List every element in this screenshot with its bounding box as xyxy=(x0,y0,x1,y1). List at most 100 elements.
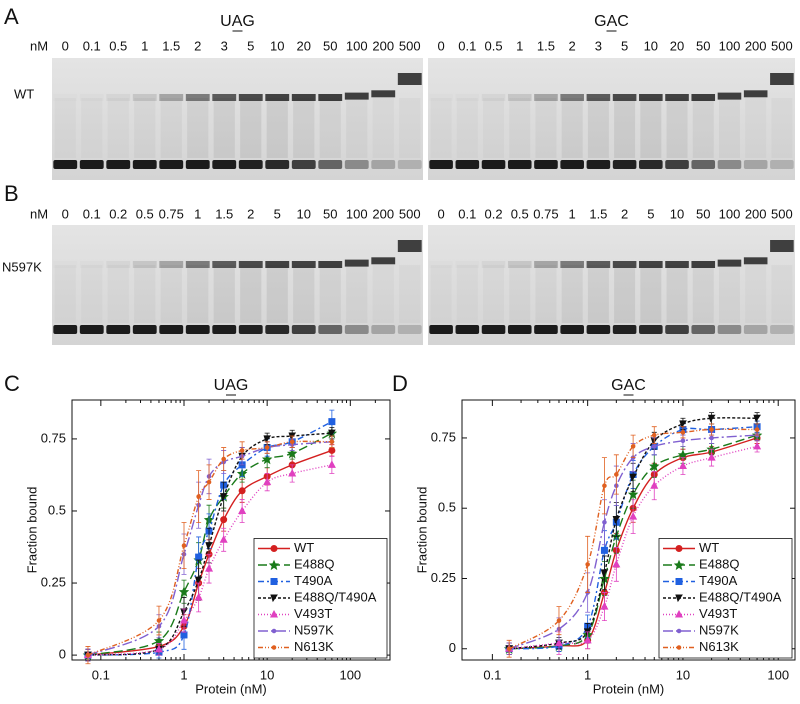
smear xyxy=(346,265,368,323)
complex-band xyxy=(665,94,689,101)
marker xyxy=(239,448,245,453)
lane-label: 0.5 xyxy=(136,206,154,221)
marker xyxy=(194,576,203,585)
free-band xyxy=(455,325,480,334)
complex-band xyxy=(265,94,290,101)
lane-label: 1 xyxy=(194,206,201,221)
lane-label: 0.1 xyxy=(83,38,101,53)
free-band xyxy=(717,160,742,169)
legend-label: N613K xyxy=(699,639,739,654)
legend-marker xyxy=(675,545,683,552)
free-band xyxy=(429,160,453,169)
marker xyxy=(602,519,607,525)
legend-marker xyxy=(675,594,683,603)
marker xyxy=(178,586,190,597)
smear xyxy=(640,98,662,158)
legend-marker xyxy=(271,628,277,634)
legend-marker xyxy=(270,545,278,552)
smear xyxy=(509,265,531,323)
lane-label: 20 xyxy=(297,38,311,53)
panel-label: A xyxy=(4,4,19,29)
legend-marker xyxy=(268,559,280,571)
unit-label: nM xyxy=(30,206,48,221)
complex-band xyxy=(507,261,532,268)
complex-band xyxy=(291,94,316,101)
x-tick-label: 1 xyxy=(180,667,187,682)
complex-band xyxy=(371,90,396,98)
free-band xyxy=(507,160,532,169)
free-band xyxy=(612,325,637,334)
smear xyxy=(346,98,368,158)
fit-curve xyxy=(508,434,758,650)
complex-band xyxy=(132,261,157,268)
x-axis-label: Protein (nM) xyxy=(593,681,665,696)
marker xyxy=(153,635,165,646)
complex-band xyxy=(159,94,184,101)
gel-image xyxy=(52,58,423,180)
marker xyxy=(583,635,592,644)
free-band xyxy=(344,160,369,169)
smear xyxy=(535,265,557,323)
smear xyxy=(293,98,315,158)
complex-band xyxy=(481,261,506,268)
lane-label: 3 xyxy=(595,38,602,53)
lane-label: 2 xyxy=(621,206,628,221)
complex-band xyxy=(481,94,506,101)
smear xyxy=(107,265,129,323)
marker xyxy=(600,569,609,577)
smear xyxy=(771,265,793,323)
lane-label: 0.5 xyxy=(109,38,127,53)
free-band xyxy=(665,160,689,169)
lane-label: 0.75 xyxy=(533,206,558,221)
smear xyxy=(319,265,341,323)
free-band xyxy=(53,160,78,169)
unit-label: nM xyxy=(30,38,48,53)
complex-band xyxy=(743,90,768,98)
lane-label: 0.1 xyxy=(458,38,476,53)
lane-label: 50 xyxy=(323,38,337,53)
smear xyxy=(666,265,688,323)
lane-label: 200 xyxy=(745,38,767,53)
marker xyxy=(180,631,188,639)
legend-label: T490A xyxy=(294,573,333,588)
smear xyxy=(213,265,235,323)
lane-label: 5 xyxy=(247,38,254,53)
smear xyxy=(509,98,531,158)
free-band xyxy=(238,325,263,334)
free-band xyxy=(691,160,716,169)
lane-label: 0.5 xyxy=(511,206,529,221)
free-band xyxy=(534,325,558,334)
y-axis-label: Fraction bound xyxy=(414,487,429,574)
smear xyxy=(54,98,76,158)
legend-marker xyxy=(269,609,279,618)
smear xyxy=(718,98,740,158)
lane-label: 1.5 xyxy=(589,206,607,221)
complex-band xyxy=(691,94,716,101)
complex-band xyxy=(344,259,369,267)
complex-band xyxy=(665,261,689,268)
lane-label: 0.2 xyxy=(109,206,127,221)
lane-label: 0.75 xyxy=(159,206,184,221)
legend-marker xyxy=(673,559,685,571)
panel-label: D xyxy=(392,371,408,396)
fit-curve xyxy=(87,440,332,656)
smear xyxy=(134,265,156,323)
lane-label: 50 xyxy=(323,206,337,221)
marker xyxy=(328,446,336,454)
free-band xyxy=(238,160,263,169)
free-band xyxy=(291,160,316,169)
lane-label: 1.5 xyxy=(162,38,180,53)
marker xyxy=(556,618,562,623)
plot-frame xyxy=(71,399,391,661)
free-band xyxy=(691,325,716,334)
free-band xyxy=(185,160,210,169)
marker xyxy=(650,481,659,489)
marker xyxy=(709,435,714,441)
x-tick-label: 100 xyxy=(339,667,361,682)
smear xyxy=(483,265,505,323)
row-label: N597K xyxy=(2,259,42,274)
free-band xyxy=(429,325,453,334)
smear xyxy=(187,98,209,158)
smear xyxy=(81,265,103,323)
legend-label: V493T xyxy=(699,606,737,621)
